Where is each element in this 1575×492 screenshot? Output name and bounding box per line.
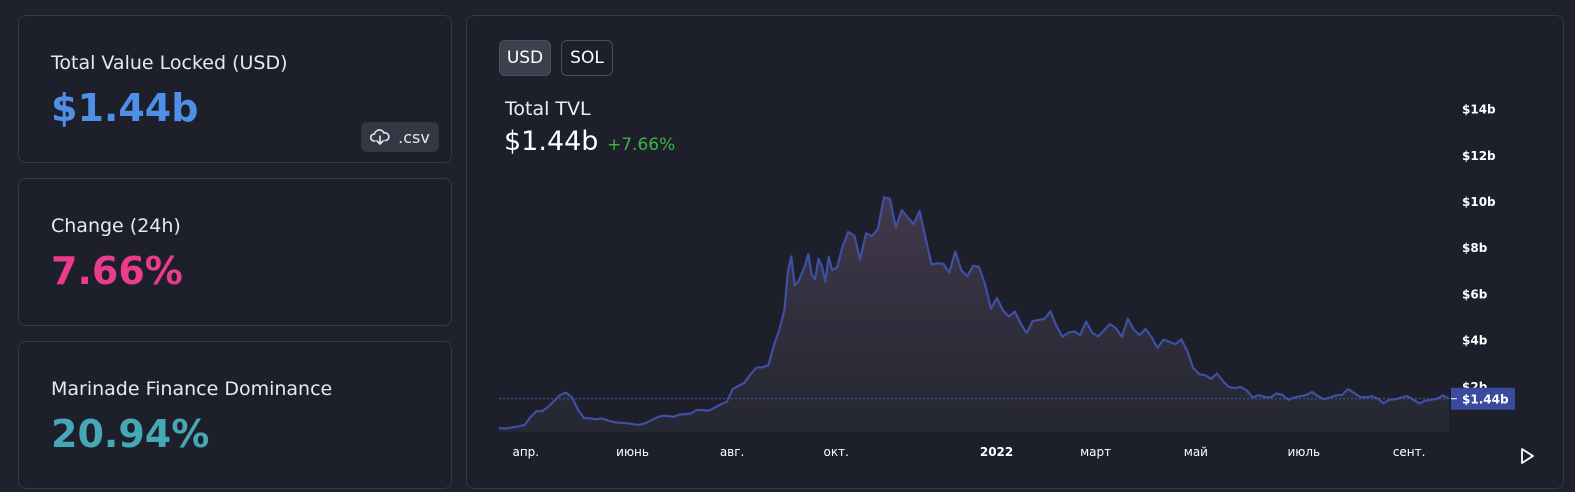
x-tick-label: окт. bbox=[823, 445, 848, 459]
dominance-card: Marinade Finance Dominance 20.94% bbox=[18, 341, 452, 489]
x-tick-label: май bbox=[1184, 445, 1208, 459]
x-tick-label: апр. bbox=[512, 445, 539, 459]
tvl-card: Total Value Locked (USD) $1.44b .csv bbox=[18, 15, 452, 163]
chart-current-value: $1.44b bbox=[504, 126, 599, 157]
change-card: Change (24h) 7.66% bbox=[18, 178, 452, 326]
y-tick-label: $8b bbox=[1462, 241, 1488, 255]
tvl-area-fill bbox=[499, 197, 1449, 432]
y-tick-label: $12b bbox=[1462, 149, 1496, 163]
tvl-label: Total Value Locked (USD) bbox=[51, 52, 288, 74]
usd-toggle-button[interactable]: USD bbox=[499, 40, 551, 76]
tvl-value: $1.44b bbox=[51, 86, 199, 130]
y-tick-label: $14b bbox=[1462, 103, 1496, 117]
dominance-value: 20.94% bbox=[51, 412, 210, 456]
y-tick-label: $4b bbox=[1462, 334, 1488, 348]
tvl-series-line bbox=[498, 196, 1450, 430]
sol-toggle-button[interactable]: SOL bbox=[561, 40, 613, 76]
x-tick-label: март bbox=[1080, 445, 1111, 459]
current-value-badge bbox=[1451, 387, 1515, 410]
csv-download-button[interactable]: .csv bbox=[361, 122, 439, 152]
dominance-label: Marinade Finance Dominance bbox=[51, 378, 333, 400]
x-tick-label: сент. bbox=[1393, 445, 1426, 459]
y-tick-label: $10b bbox=[1462, 195, 1496, 209]
y-tick-label: $6b bbox=[1462, 287, 1488, 301]
change-value: 7.66% bbox=[51, 249, 183, 293]
change-label: Change (24h) bbox=[51, 215, 181, 237]
current-value-label: $1.44b bbox=[1462, 393, 1509, 407]
csv-label: .csv bbox=[398, 127, 430, 147]
x-tick-label: авг. bbox=[720, 445, 745, 459]
tvl-chart-panel: USD SOL Total TVL $1.44b +7.66% $2b $4b $6… bbox=[466, 15, 1564, 489]
x-tick-label: 2022 bbox=[980, 445, 1013, 459]
play-icon[interactable] bbox=[1517, 446, 1537, 466]
cloud-download-icon bbox=[370, 129, 390, 145]
chart-title: Total TVL bbox=[505, 98, 591, 120]
chart-change-value: +7.66% bbox=[607, 135, 676, 155]
x-tick-label: июль bbox=[1287, 445, 1320, 459]
x-tick-label: июнь bbox=[616, 445, 649, 459]
